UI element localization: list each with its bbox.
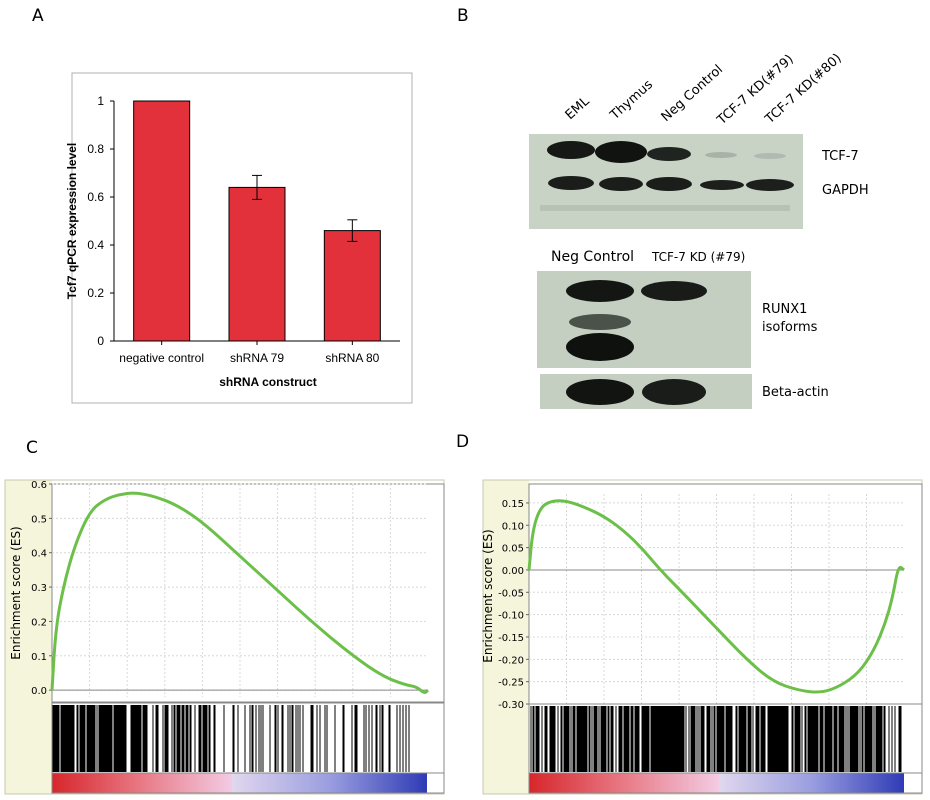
- band-actin-kd79: [642, 379, 706, 405]
- gsea-c-heatbar-left: [52, 773, 232, 793]
- gsea-d-ylabel: Enrichment score (ES): [481, 529, 495, 662]
- chart-a-ytick-label: 1: [97, 94, 104, 108]
- chart-a-ytick-label: 0.2: [87, 286, 104, 300]
- blot-runx1-membrane: [537, 271, 751, 368]
- ytick-label: 0.3: [31, 583, 47, 594]
- band-runx1-neg-top: [566, 280, 634, 302]
- ytick-label: -0.05: [498, 588, 524, 599]
- gsea-c-side-band: [5, 480, 52, 794]
- ytick-label: 0.6: [31, 480, 47, 491]
- chart-a-xtick-label: shRNA 80: [325, 351, 379, 365]
- lane-label-thymus: Thymus: [607, 77, 656, 123]
- ytick-label: 0.15: [502, 499, 524, 510]
- gsea-plot-d: 0.15 0.10 0.05 0.00 -0.05 -0.10 -0.15 -0.20 -0.2…: [481, 479, 923, 795]
- bar: [133, 100, 191, 342]
- ytick-label: -0.15: [498, 633, 524, 644]
- gsea-d-heatbar-left: [529, 773, 719, 793]
- gsea-d-side-band: [483, 480, 529, 794]
- gsea-d-heatbar-frame: [528, 772, 923, 794]
- band-runx1-kd79: [641, 281, 707, 301]
- band-actin-neg: [566, 379, 634, 405]
- band-label-runx1-line2: isoforms: [762, 320, 818, 335]
- ytick-label: -0.10: [498, 611, 524, 622]
- band-label-runx1-line1: RUNX1: [762, 302, 807, 317]
- band-gapdh-negcontrol: [646, 177, 692, 191]
- bar-chart-a: 0 0.2 0.4 0.6 0.8 1 negative control shRNA 79 s…: [65, 72, 413, 404]
- chart-a-ytick-label: 0: [97, 334, 104, 348]
- chart-a-ytick-label: 0.8: [87, 142, 104, 156]
- ytick-label: 0.10: [502, 521, 524, 532]
- panel-letter-b: B: [457, 6, 469, 26]
- ytick-label: 0.4: [31, 549, 47, 560]
- band-tcf7-eml: [547, 141, 595, 159]
- panel-letter-c: C: [26, 438, 38, 458]
- band-label-tcf7: TCF-7: [821, 149, 859, 164]
- ytick-label: -0.20: [498, 655, 524, 666]
- chart-a-xtick-label: shRNA 79: [230, 351, 284, 365]
- ytick-label: 0.05: [502, 544, 524, 555]
- band-tcf7-kd80: [754, 153, 786, 159]
- gsea-c-heatbar-frame: [51, 772, 445, 794]
- band-label-gapdh: GAPDH: [822, 183, 869, 198]
- blot-top-faint-strip: [540, 205, 790, 211]
- band-runx1-neg-bottom: [566, 333, 634, 361]
- western-blot-top: EML Thymus Neg Control TCF-7 KD(#79) TCF…: [529, 51, 869, 229]
- lane-label-kd79: TCF-7 KD(#79): [714, 52, 797, 129]
- gsea-c-plot-frame: [51, 483, 445, 703]
- gsea-c-ylabel: Enrichment score (ES): [9, 526, 23, 659]
- lane-label-kd79-2: TCF-7 KD (#79): [651, 250, 745, 264]
- gsea-plot-c: 0.0 0.1 0.2 0.3 0.4 0.5 0.6 Enrichment score (…: [4, 479, 445, 795]
- chart-a-ylabel: Tcf7 qPCR expression level: [65, 143, 79, 300]
- band-gapdh-thymus: [599, 177, 643, 191]
- chart-a-frame: [71, 72, 413, 404]
- band-tcf7-kd79: [705, 152, 737, 158]
- chart-a-xlabel: shRNA construct: [219, 375, 317, 389]
- ytick-label: -0.30: [498, 700, 524, 711]
- panel-letter-a: A: [32, 6, 44, 26]
- gsea-d-plot-frame: [528, 483, 923, 705]
- band-label-beta-actin: Beta-actin: [762, 385, 829, 400]
- ytick-label: 0.5: [31, 514, 47, 525]
- band-gapdh-kd80: [746, 179, 794, 191]
- ytick-label: 0.0: [31, 686, 47, 697]
- band-gapdh-kd79: [700, 180, 744, 190]
- gsea-d-heatbar-right: [719, 773, 904, 793]
- band-tcf7-negcontrol: [647, 147, 691, 161]
- lane-label-eml: EML: [563, 93, 593, 123]
- es-curve-c: [50, 491, 430, 694]
- chart-a-xtick-label: negative control: [119, 351, 204, 365]
- ytick-label: 0.1: [31, 652, 47, 663]
- panel-letter-d: D: [456, 432, 470, 452]
- western-blot-bottom: Neg Control TCF-7 KD (#79) RUNX1 isoform…: [537, 249, 829, 409]
- ytick-label: 0.2: [31, 617, 47, 628]
- es-curve-d: [527, 499, 905, 694]
- lane-label-negcontrol-2: Neg Control: [551, 249, 634, 265]
- chart-a-ytick-label: 0.6: [87, 190, 104, 204]
- band-gapdh-eml: [548, 176, 594, 190]
- bar: [228, 186, 286, 342]
- band-tcf7-thymus: [595, 141, 647, 163]
- band-runx1-neg-mid: [569, 314, 631, 330]
- ytick-label: -0.25: [498, 678, 524, 689]
- gsea-c-heatbar-right: [232, 773, 427, 793]
- bar: [323, 230, 381, 342]
- ytick-label: 0.00: [502, 566, 524, 577]
- chart-a-ytick-label: 0.4: [87, 238, 104, 252]
